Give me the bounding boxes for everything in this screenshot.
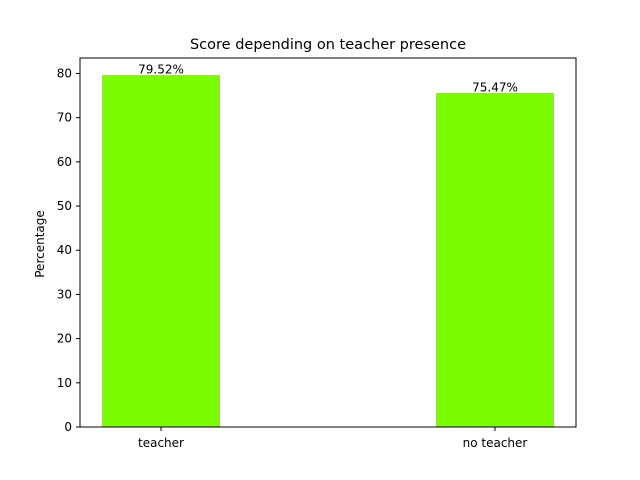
y-tick-label: 70: [57, 111, 72, 125]
x-tick-label: teacher: [138, 436, 184, 450]
y-tick-label: 10: [57, 376, 72, 390]
y-tick-label: 40: [57, 243, 72, 257]
chart-title: Score depending on teacher presence: [190, 37, 466, 53]
plot-area: 79.52% teacher 75.47% no teacher 0 10 20 30 40 50…: [57, 63, 554, 450]
y-tick-label: 0: [64, 420, 72, 434]
y-tick-label: 60: [57, 155, 72, 169]
bar-value-label: 79.52%: [138, 63, 184, 77]
y-tick-label: 50: [57, 199, 72, 213]
y-tick-label: 80: [57, 66, 72, 80]
bar-no-teacher: [436, 93, 554, 428]
x-tick-label: no teacher: [463, 436, 528, 450]
bar-teacher: [102, 75, 220, 428]
y-tick-label: 20: [57, 332, 72, 346]
y-axis-label: Percentage: [33, 210, 47, 278]
axes-frame: [79, 57, 577, 428]
y-tick-label: 30: [57, 287, 72, 301]
bar-value-label: 75.47%: [472, 80, 518, 94]
